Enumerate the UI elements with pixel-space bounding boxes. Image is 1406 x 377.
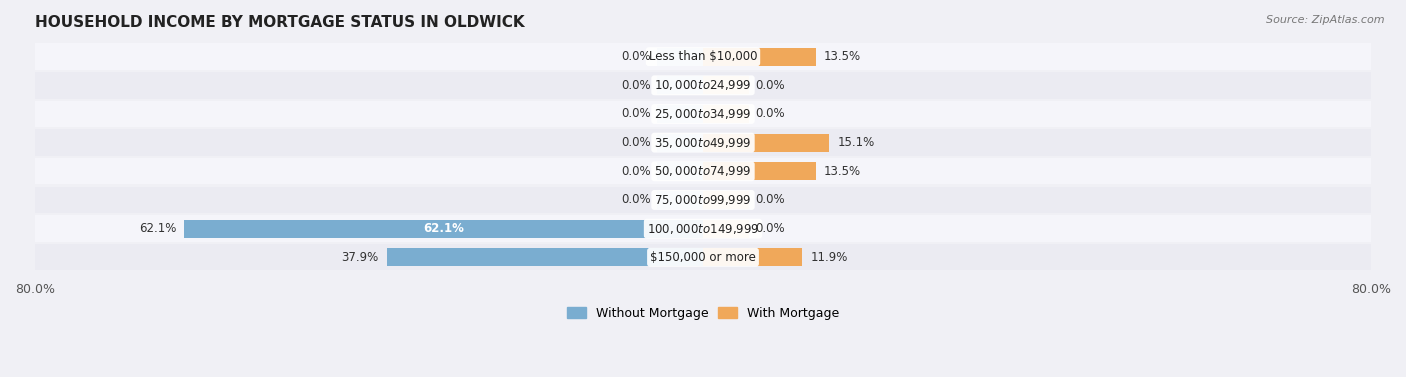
Bar bbox=[703, 191, 749, 209]
Text: 0.0%: 0.0% bbox=[755, 79, 785, 92]
Bar bbox=[35, 43, 1371, 70]
Text: 11.9%: 11.9% bbox=[811, 251, 848, 264]
Bar bbox=[703, 162, 815, 180]
Bar bbox=[703, 248, 803, 266]
Bar bbox=[657, 105, 703, 123]
Text: 0.0%: 0.0% bbox=[755, 193, 785, 207]
Bar bbox=[184, 220, 703, 238]
Text: $35,000 to $49,999: $35,000 to $49,999 bbox=[654, 136, 752, 150]
Text: 15.1%: 15.1% bbox=[838, 136, 875, 149]
Text: 0.0%: 0.0% bbox=[621, 165, 651, 178]
Text: 0.0%: 0.0% bbox=[621, 50, 651, 63]
Text: 13.5%: 13.5% bbox=[824, 165, 862, 178]
Text: 0.0%: 0.0% bbox=[755, 107, 785, 121]
Text: $25,000 to $34,999: $25,000 to $34,999 bbox=[654, 107, 752, 121]
Bar bbox=[657, 48, 703, 66]
Bar bbox=[703, 134, 830, 152]
Bar bbox=[35, 129, 1371, 156]
Legend: Without Mortgage, With Mortgage: Without Mortgage, With Mortgage bbox=[562, 302, 844, 325]
Text: 0.0%: 0.0% bbox=[755, 222, 785, 235]
Text: $50,000 to $74,999: $50,000 to $74,999 bbox=[654, 164, 752, 178]
Bar bbox=[703, 220, 749, 238]
Bar bbox=[35, 244, 1371, 270]
Bar bbox=[703, 48, 815, 66]
Text: 0.0%: 0.0% bbox=[621, 136, 651, 149]
Text: $10,000 to $24,999: $10,000 to $24,999 bbox=[654, 78, 752, 92]
Text: 0.0%: 0.0% bbox=[621, 193, 651, 207]
Text: 0.0%: 0.0% bbox=[621, 107, 651, 121]
Bar bbox=[35, 158, 1371, 184]
Text: Less than $10,000: Less than $10,000 bbox=[648, 50, 758, 63]
Text: $100,000 to $149,999: $100,000 to $149,999 bbox=[647, 222, 759, 236]
Bar bbox=[657, 134, 703, 152]
Bar bbox=[703, 77, 749, 94]
Text: 37.9%: 37.9% bbox=[340, 251, 378, 264]
Text: 13.5%: 13.5% bbox=[824, 50, 862, 63]
Text: 0.0%: 0.0% bbox=[621, 79, 651, 92]
Text: 62.1%: 62.1% bbox=[139, 222, 176, 235]
Bar bbox=[657, 162, 703, 180]
Text: $75,000 to $99,999: $75,000 to $99,999 bbox=[654, 193, 752, 207]
Bar bbox=[657, 191, 703, 209]
Text: $150,000 or more: $150,000 or more bbox=[650, 251, 756, 264]
Bar bbox=[387, 248, 703, 266]
Text: Source: ZipAtlas.com: Source: ZipAtlas.com bbox=[1267, 15, 1385, 25]
Bar bbox=[35, 72, 1371, 98]
Text: HOUSEHOLD INCOME BY MORTGAGE STATUS IN OLDWICK: HOUSEHOLD INCOME BY MORTGAGE STATUS IN O… bbox=[35, 15, 524, 30]
Bar bbox=[35, 187, 1371, 213]
Text: 62.1%: 62.1% bbox=[423, 222, 464, 235]
Bar bbox=[35, 215, 1371, 242]
Bar bbox=[703, 105, 749, 123]
Bar bbox=[35, 101, 1371, 127]
Bar bbox=[657, 77, 703, 94]
